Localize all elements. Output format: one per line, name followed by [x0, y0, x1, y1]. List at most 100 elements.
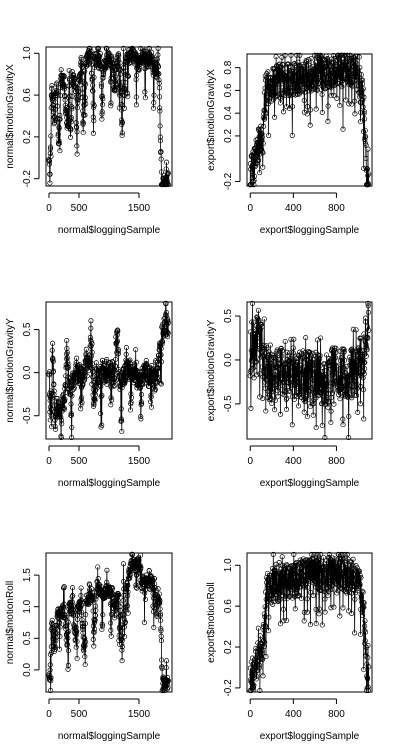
data-point [295, 371, 301, 377]
data-point [313, 424, 319, 431]
data-point [63, 623, 69, 629]
data-point [264, 371, 270, 377]
data-point [62, 616, 69, 622]
data-point [148, 404, 155, 410]
data-point [159, 324, 165, 330]
data-point [156, 71, 162, 77]
y-tick-label: 0.5 [223, 309, 234, 323]
data-point [52, 106, 58, 112]
data-point [337, 396, 343, 402]
data-point [165, 317, 171, 323]
data-point [158, 359, 165, 365]
data-point [79, 400, 85, 406]
data-point [48, 678, 54, 684]
data-point [300, 388, 307, 394]
data-point [158, 149, 164, 155]
data-point [123, 351, 129, 357]
data-point [255, 140, 261, 146]
data-point [120, 79, 126, 85]
data-point [89, 70, 95, 77]
data-point [84, 63, 90, 69]
data-point [62, 94, 68, 100]
data-point [155, 64, 162, 70]
data-point [340, 416, 346, 422]
data-point [133, 94, 139, 100]
data-point [289, 422, 295, 428]
data-point [365, 182, 371, 188]
plot-frame [246, 301, 373, 440]
data-point [98, 394, 104, 400]
data-point [326, 387, 332, 393]
data-point [70, 386, 77, 392]
data-point [279, 61, 285, 67]
data-point [83, 81, 89, 87]
y-tick-label: -0.2 [223, 172, 234, 190]
x-tick-label: 0 [46, 709, 52, 720]
data-point [302, 385, 308, 391]
x-tick-label: 400 [285, 203, 302, 214]
data-point [275, 387, 281, 394]
data-point [124, 583, 130, 589]
y-axis-label: normal$motionGravityY [5, 318, 16, 423]
data-point [131, 48, 137, 54]
data-point [158, 352, 164, 358]
data-point [304, 104, 310, 110]
x-axis-label: normal$loggingSample [58, 478, 161, 489]
data-point [81, 80, 88, 86]
data-point [324, 386, 330, 392]
data-point [73, 84, 79, 91]
data-point [53, 87, 60, 93]
y-tick-label: 0.0 [22, 365, 33, 379]
data-point [263, 408, 269, 414]
data-point [65, 648, 72, 654]
data-point [256, 339, 262, 345]
data-point [258, 354, 264, 360]
data-point [360, 81, 366, 87]
data-point [341, 357, 348, 363]
data-point [100, 96, 106, 102]
data-point [118, 406, 124, 412]
y-axis-label: normal$motionRoll [5, 581, 16, 664]
data-point [98, 83, 105, 89]
data-point [108, 633, 114, 639]
data-point [338, 73, 344, 79]
data-point [260, 140, 266, 147]
data-point [77, 82, 83, 88]
data-point [338, 383, 344, 389]
data-point [71, 385, 77, 391]
data-point [330, 390, 336, 396]
data-point [164, 178, 170, 185]
data-point [77, 377, 84, 383]
data-point [354, 381, 360, 387]
data-point [46, 372, 52, 378]
data-point [283, 406, 290, 412]
data-point [250, 175, 256, 181]
y-tick-label: 1.0 [22, 599, 33, 613]
data-point [48, 649, 55, 655]
x-tick-label: 0 [247, 456, 253, 467]
data-point [328, 394, 334, 401]
data-point [324, 374, 330, 380]
x-axis-label: export$loggingSample [260, 225, 360, 236]
data-point [97, 51, 103, 57]
data-point [57, 633, 63, 639]
data-point [67, 117, 73, 123]
data-point [65, 619, 71, 625]
data-point [134, 72, 140, 78]
y-tick-label: 0.6 [22, 88, 33, 102]
data-point [356, 54, 362, 60]
data-point [303, 389, 310, 395]
data-point [304, 414, 310, 420]
data-point [116, 614, 122, 620]
data-point [64, 345, 70, 352]
data-point [163, 182, 169, 188]
data-point [249, 356, 255, 362]
data-point [91, 626, 98, 632]
data-point [119, 644, 125, 650]
data-point [332, 362, 338, 368]
data-point [63, 373, 69, 379]
y-axis-label: export$motionRoll [206, 582, 217, 663]
data-point [337, 102, 343, 109]
data-point [80, 120, 86, 126]
data-point [74, 632, 80, 638]
